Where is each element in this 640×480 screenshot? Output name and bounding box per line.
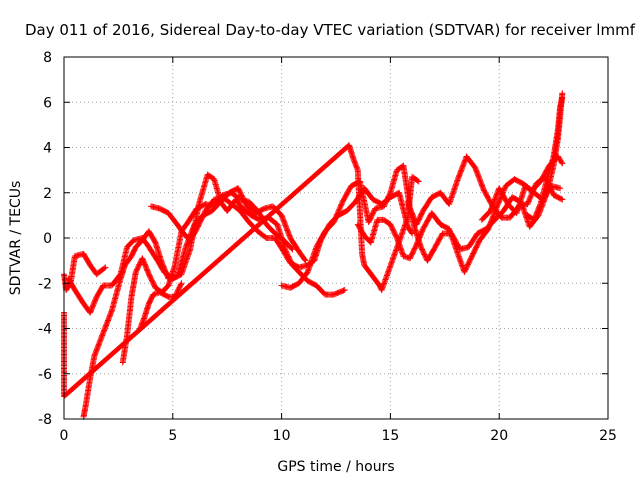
data-point: [386, 190, 393, 197]
data-point: [526, 197, 533, 204]
x-axis-label: GPS time / hours: [277, 459, 394, 475]
data-point: [335, 207, 342, 214]
data-point: [341, 287, 348, 294]
data-point: [334, 210, 341, 217]
data-point: [101, 265, 108, 272]
data-point: [177, 281, 184, 288]
data-point: [393, 233, 400, 240]
data-point: [494, 203, 501, 210]
data-point: [537, 202, 544, 209]
data-point: [408, 229, 415, 236]
y-tick-label: 0: [43, 231, 52, 247]
y-tick-label: 6: [43, 95, 52, 111]
data-point: [333, 214, 339, 221]
data-point: [331, 216, 338, 223]
data-point: [337, 203, 344, 210]
data-point: [559, 94, 566, 101]
data-point: [559, 160, 566, 167]
axis-ticks: 0 5 10 15 20 25 -8 -6 -4 -2 0 2 4 6 8: [38, 50, 617, 444]
data-point: [178, 280, 185, 287]
data-point: [527, 194, 534, 201]
y-tick-label: 4: [43, 141, 52, 157]
data-point: [501, 185, 508, 192]
data-point: [337, 202, 344, 209]
y-tick-label: -2: [38, 276, 52, 292]
data-point: [334, 211, 341, 218]
data-point: [301, 256, 308, 263]
data-point: [558, 159, 565, 166]
data-point: [336, 205, 343, 212]
data-point: [526, 195, 533, 202]
data-point: [330, 219, 337, 226]
data-point: [332, 215, 339, 222]
data-point: [527, 193, 534, 200]
data-point: [524, 201, 531, 208]
data-point: [102, 264, 109, 271]
x-tick-label: 25: [599, 428, 617, 444]
data-point: [289, 246, 296, 253]
data-point: [414, 177, 421, 184]
x-tick-label: 5: [168, 428, 177, 444]
data-point: [340, 287, 347, 294]
x-tick-label: 10: [273, 428, 291, 444]
data-point: [288, 245, 295, 252]
data-point: [525, 199, 532, 206]
x-tick-label: 0: [60, 428, 69, 444]
data-point: [557, 185, 564, 192]
y-tick-label: -4: [38, 322, 52, 338]
x-tick-label: 15: [381, 428, 399, 444]
y-tick-label: -8: [38, 412, 52, 428]
y-axis-label: SDTVAR / TECUs: [8, 181, 24, 296]
y-tick-label: -6: [38, 367, 52, 383]
data-point: [302, 257, 309, 264]
data-point: [558, 195, 565, 202]
data-point: [333, 212, 340, 219]
chart-title: Day 011 of 2016, Sidereal Day-to-day VTE…: [25, 21, 636, 39]
x-tick-label: 20: [490, 428, 508, 444]
y-tick-label: 8: [43, 50, 52, 66]
data-point: [338, 201, 345, 208]
data-point: [335, 208, 342, 215]
data-point: [331, 217, 338, 224]
data-point: [336, 206, 343, 213]
data-point: [559, 196, 566, 203]
data-point: [525, 198, 532, 205]
data-points: [61, 90, 566, 420]
data-point: [415, 178, 422, 185]
y-tick-label: 2: [43, 186, 52, 202]
